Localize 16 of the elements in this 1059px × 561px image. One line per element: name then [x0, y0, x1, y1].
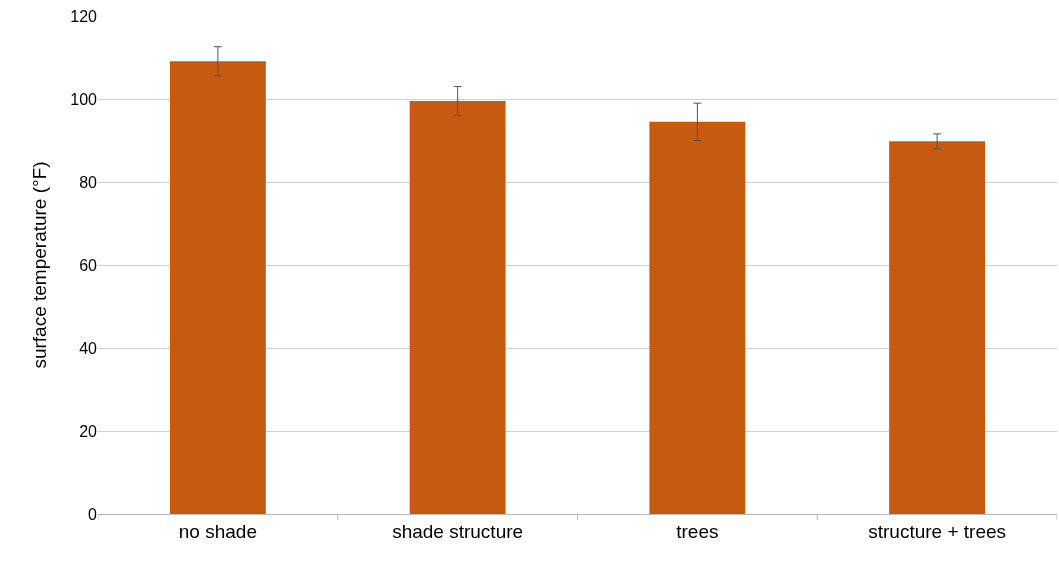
bar [889, 141, 986, 514]
bar [649, 121, 746, 514]
x-tick-label: shade structure [392, 520, 524, 542]
y-tick-label: 0 [88, 505, 98, 523]
x-tick-label: no shade [178, 520, 257, 542]
y-tick-label: 120 [70, 7, 98, 25]
x-tick-label: trees [676, 520, 719, 542]
y-axis-title: surface temperature (°F) [29, 161, 51, 369]
y-tick-label: 40 [79, 339, 98, 357]
x-tick-label: structure + trees [868, 520, 1007, 542]
bar [169, 61, 266, 514]
y-tick-label: 60 [79, 256, 98, 274]
y-tick-label: 80 [79, 173, 98, 191]
bar [409, 101, 506, 514]
y-tick-label: 20 [79, 422, 98, 440]
y-tick-label: 100 [70, 90, 98, 108]
